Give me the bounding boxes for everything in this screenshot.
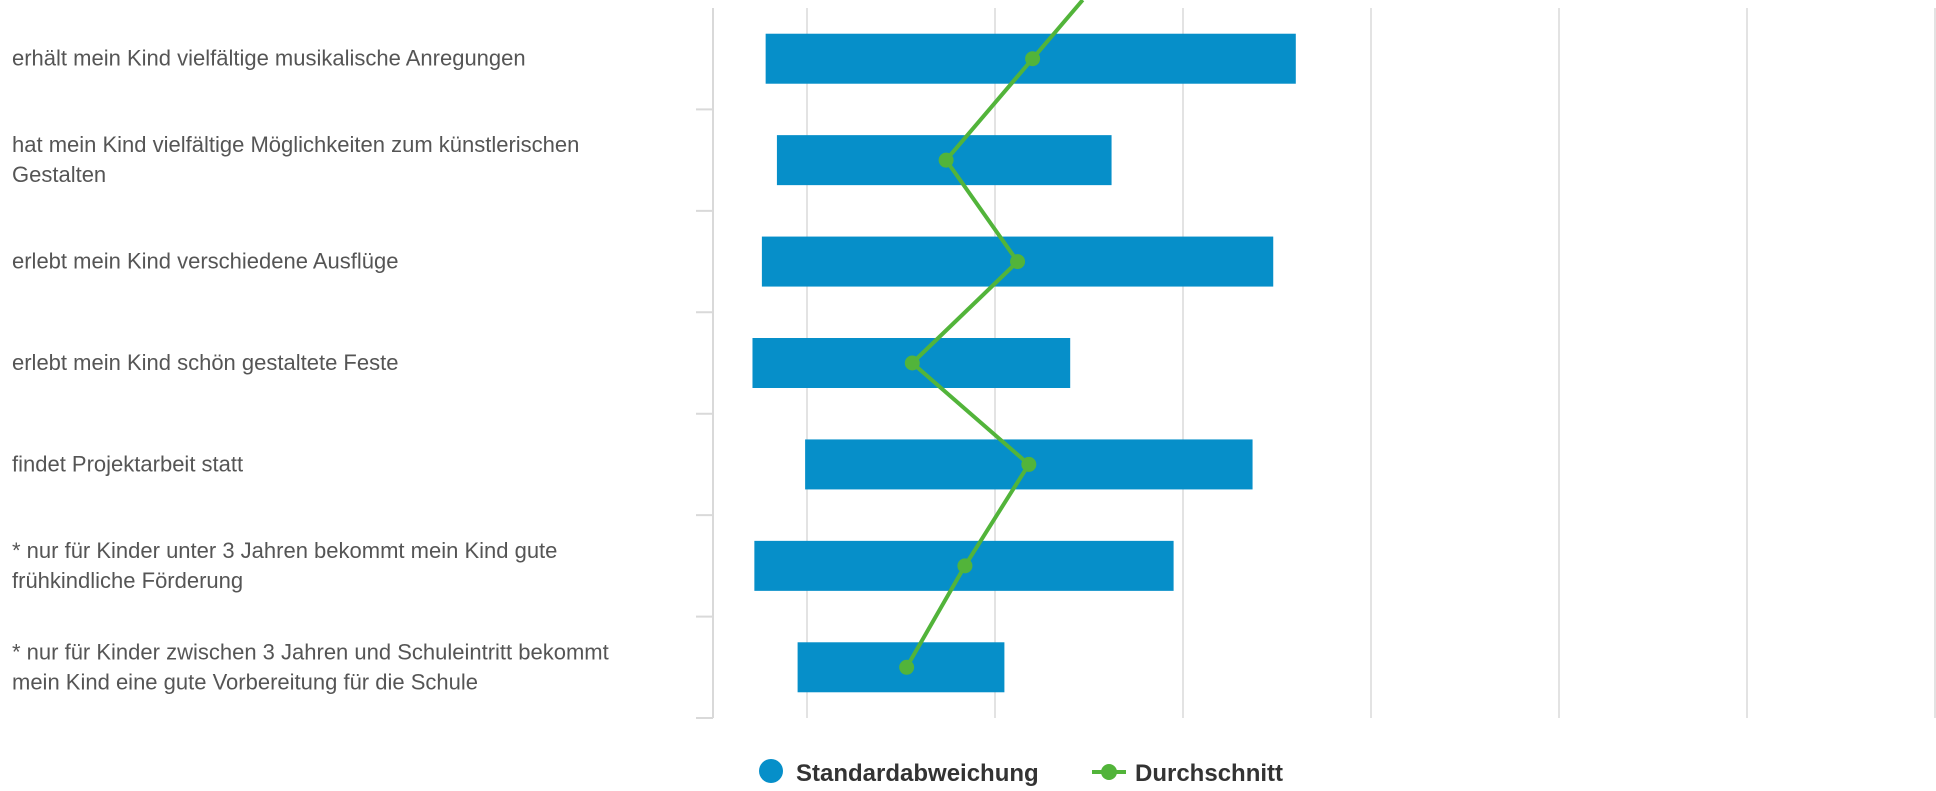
average-point — [938, 152, 954, 168]
average-point — [1021, 456, 1037, 472]
category-label: findet Projektarbeit statt — [12, 451, 243, 476]
gridlines — [806, 8, 1936, 718]
category-label: erlebt mein Kind verschiedene Ausflüge — [12, 249, 398, 274]
legend-durchschnitt-label: Durchschnitt — [1135, 760, 1283, 787]
average-point — [899, 659, 915, 675]
legend: Standardabweichung Durchschnitt — [759, 759, 1283, 787]
category-axis — [696, 8, 714, 719]
average-point — [1010, 254, 1026, 270]
category-labels: erhält mein Kind vielfältige musikalisch… — [12, 46, 609, 695]
category-label: mein Kind eine gute Vorbereitung für die… — [12, 669, 478, 694]
average-line-path — [904, 0, 1085, 669]
category-label: erlebt mein Kind schön gestaltete Feste — [12, 350, 398, 375]
std-deviation-bars — [752, 33, 1296, 693]
category-label: hat mein Kind vielfältige Möglichkeiten … — [12, 132, 579, 157]
category-label: erhält mein Kind vielfältige musikalisch… — [12, 46, 526, 71]
category-label: Gestalten — [12, 162, 106, 187]
legend-durchschnitt-marker-icon — [1101, 764, 1117, 780]
category-label: * nur für Kinder zwischen 3 Jahren und S… — [12, 639, 609, 664]
category-label: frühkindliche Förderung — [12, 568, 243, 593]
average-line — [899, 0, 1085, 675]
category-label: * nur für Kinder unter 3 Jahren bekommt … — [12, 538, 557, 563]
legend-standardabweichung-label: Standardabweichung — [796, 760, 1039, 787]
average-point — [1025, 51, 1041, 67]
legend-standardabweichung-icon — [759, 759, 783, 783]
average-point — [957, 558, 973, 574]
average-point — [904, 355, 920, 371]
